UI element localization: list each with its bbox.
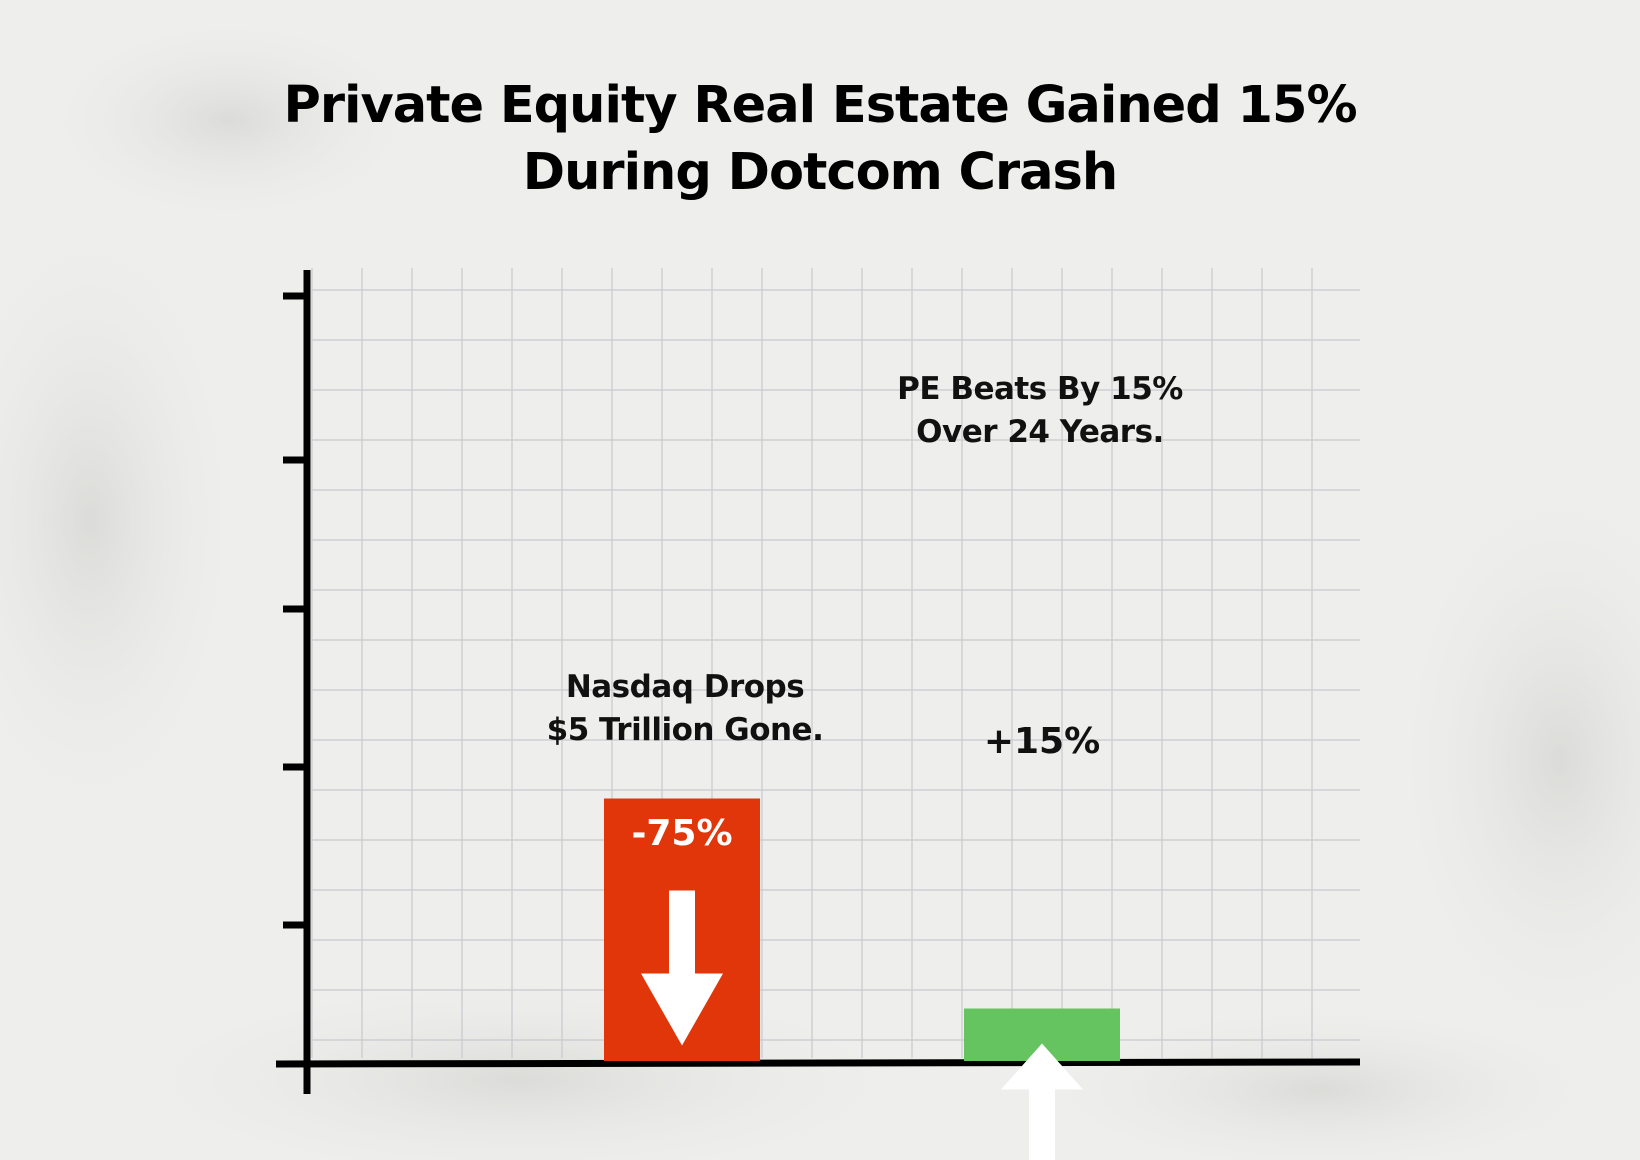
x-axis <box>275 1058 1361 1068</box>
nasdaq-annotation: Nasdaq Drops $5 Trillion Gone. <box>520 666 850 752</box>
arrow-down-icon <box>641 890 723 1046</box>
chart-title-line-1: Private Equity Real Estate Gained 15% <box>283 76 1357 135</box>
arrow-up-icon <box>1001 1043 1083 1160</box>
chart-grid <box>311 268 1360 1058</box>
chart-axes <box>275 270 1361 1094</box>
pe-annotation-line-2: Over 24 Years. <box>916 414 1164 450</box>
pe-data-label: +15% <box>983 721 1101 762</box>
nasdaq-data-label: -75% <box>631 813 733 854</box>
nasdaq-annotation-line-2: $5 Trillion Gone. <box>546 712 824 748</box>
chart-title-line-2: During Dotcom Crash <box>522 143 1118 202</box>
pe-annotation: PE Beats By 15% Over 24 Years. <box>860 368 1220 454</box>
nasdaq-annotation-line-1: Nasdaq Drops <box>565 669 805 705</box>
chart-title: Private Equity Real Estate Gained 15% Du… <box>0 72 1640 206</box>
chart-bars <box>604 798 1120 1160</box>
pe-annotation-line-1: PE Beats By 15% <box>897 371 1183 407</box>
